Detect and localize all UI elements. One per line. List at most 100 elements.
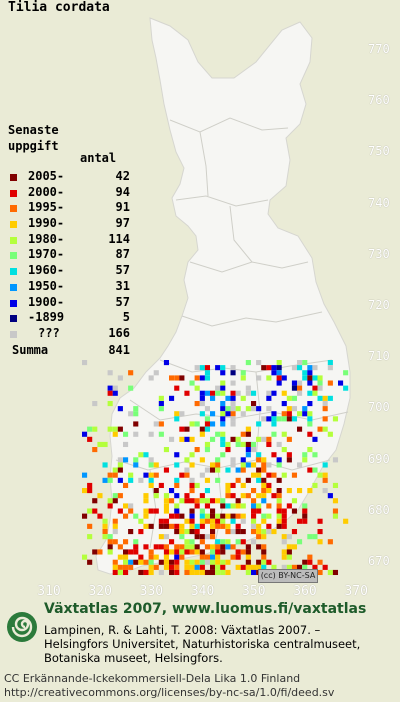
grid-cell: [82, 513, 88, 519]
grid-cell: [189, 488, 195, 494]
grid-cell: [133, 411, 139, 417]
grid-cell: [133, 513, 139, 519]
grid-cell: [169, 539, 175, 545]
grid-cell: [286, 503, 292, 509]
grid-cell: [112, 559, 118, 565]
grid-cell: [169, 569, 175, 576]
legend: Senaste uppgift antal 2005- 42 2000- 94 1995…: [8, 122, 138, 357]
grid-cell: [317, 529, 323, 535]
grid-cell: [271, 411, 277, 417]
grid-cell: [112, 529, 118, 535]
grid-cell: [123, 457, 129, 463]
distribution-map: Tilia cordata Senaste uppgift antal 2005…: [8, 0, 390, 599]
grid-cell: [112, 431, 118, 437]
grid-cell: [302, 370, 308, 376]
grid-cell: [266, 416, 272, 422]
grid-cell: [210, 411, 216, 417]
grid-cell: [291, 564, 298, 570]
grid-cell: [261, 559, 267, 565]
y-tick-label: 700: [368, 400, 390, 415]
grid-cell: [133, 421, 139, 427]
grid-cell: [225, 488, 231, 494]
grid-cell: [276, 462, 282, 468]
grid-cell: [327, 569, 333, 576]
grid-cell: [276, 365, 282, 371]
grid-cell: [210, 554, 216, 560]
grid-cell: [307, 390, 313, 396]
grid-cell: [97, 441, 103, 448]
grid-cell: [230, 482, 236, 489]
grid-cell: [317, 518, 323, 524]
grid-cell: [174, 559, 180, 565]
grid-cell: [251, 401, 257, 407]
grid-cell: [194, 559, 200, 565]
grid-cell: [307, 380, 313, 386]
grid-cell: [128, 549, 134, 555]
grid-cell: [230, 529, 236, 535]
grid-cell: [215, 457, 221, 463]
grid-cell: [179, 411, 185, 417]
grid-cell: [276, 518, 282, 524]
grid-cell: [261, 436, 267, 442]
grid-cell: [235, 441, 241, 448]
grid-cell: [343, 518, 349, 524]
grid-cell: [87, 559, 93, 565]
grid-cell: [251, 529, 257, 535]
grid-cell: [322, 488, 328, 494]
grid-cell: [184, 472, 190, 478]
grid-cell: [230, 401, 236, 407]
grid-cell: [297, 385, 303, 391]
grid-cell: [266, 462, 272, 468]
grid-cell: [194, 544, 200, 550]
grid-cell: [112, 569, 118, 576]
grid-cell: [169, 488, 175, 494]
grid-cell: [174, 375, 180, 381]
grid-cell: [245, 493, 251, 499]
grid-cell: [297, 426, 303, 432]
grid-cell: [297, 539, 303, 545]
grid-cell: [107, 426, 113, 432]
grid-cell: [87, 523, 93, 529]
grid-cell: [220, 503, 226, 509]
grid-cell: [163, 523, 170, 529]
grid-cell: [271, 416, 277, 422]
grid-cell: [215, 431, 221, 437]
grid-cell: [225, 529, 231, 535]
grid-cell: [174, 493, 180, 499]
grid-cell: [143, 452, 149, 458]
grid-cell: [107, 498, 113, 504]
grid-cell: [87, 488, 93, 494]
grid-cell: [297, 360, 303, 366]
grid-cell: [271, 431, 277, 437]
grid-cell: [210, 529, 216, 535]
grid-cell: [291, 508, 298, 514]
grid-cell: [235, 498, 241, 504]
grid-cell: [327, 493, 333, 499]
grid-cell: [307, 401, 313, 407]
grid-cell: [163, 549, 170, 555]
grid-cell: [256, 493, 262, 499]
grid-cell: [317, 395, 323, 401]
grid-cell: [148, 554, 154, 560]
citation-line: Lampinen, R. & Lahti, T. 2008: Växtatlas…: [44, 623, 321, 637]
grid-cell: [225, 441, 231, 448]
grid-cell: [281, 539, 287, 545]
legend-count: 31: [115, 278, 130, 293]
grid-cell: [256, 544, 262, 550]
grid-cell: [343, 385, 349, 391]
grid-cell: [148, 564, 154, 570]
grid-cell: [153, 421, 159, 427]
snail-logo-icon: [7, 612, 37, 642]
license-line: CC Erkännande-Ickekommersiell-Dela Lika …: [4, 672, 301, 685]
grid-cell: [184, 544, 190, 550]
grid-cell: [184, 529, 190, 535]
grid-cell: [163, 493, 170, 499]
grid-cell: [281, 390, 287, 396]
grid-cell: [327, 539, 333, 545]
grid-cell: [133, 431, 139, 437]
grid-cell: [143, 493, 149, 499]
grid-cell: [92, 426, 98, 432]
grid-cell: [174, 452, 180, 458]
grid-cell: [174, 482, 180, 489]
grid-cell: [220, 365, 226, 371]
